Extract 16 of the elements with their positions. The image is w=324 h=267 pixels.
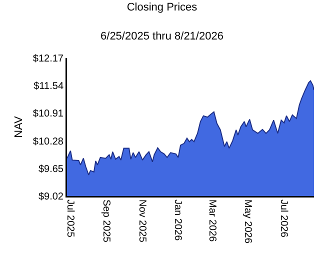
- y-tick-label: $11.54: [34, 81, 64, 92]
- y-tick-label: $10.91: [32, 108, 64, 120]
- chart-subtitle: 6/25/2025 thru 8/21/2026: [100, 30, 224, 42]
- x-tick-label: May 2026: [242, 200, 254, 244]
- y-tick-label: $9.65: [38, 164, 64, 175]
- y-tick-label: $12.17: [32, 54, 64, 64]
- x-tick-label: Mar 2026: [206, 200, 218, 242]
- x-tick-label: Nov 2025: [136, 200, 148, 243]
- x-tick-label: Jul 2026: [278, 200, 289, 238]
- chart-title: Closing Prices: [126, 2, 198, 14]
- x-tick-label: Sep 2025: [100, 200, 112, 243]
- y-axis-title: NAV: [12, 115, 25, 138]
- y-tick-label: $10.28: [32, 136, 64, 148]
- y-tick-label: $9.02: [38, 192, 64, 202]
- x-tick-label: Jan 2026: [172, 200, 183, 242]
- x-tick-label: Jul 2025: [64, 200, 76, 238]
